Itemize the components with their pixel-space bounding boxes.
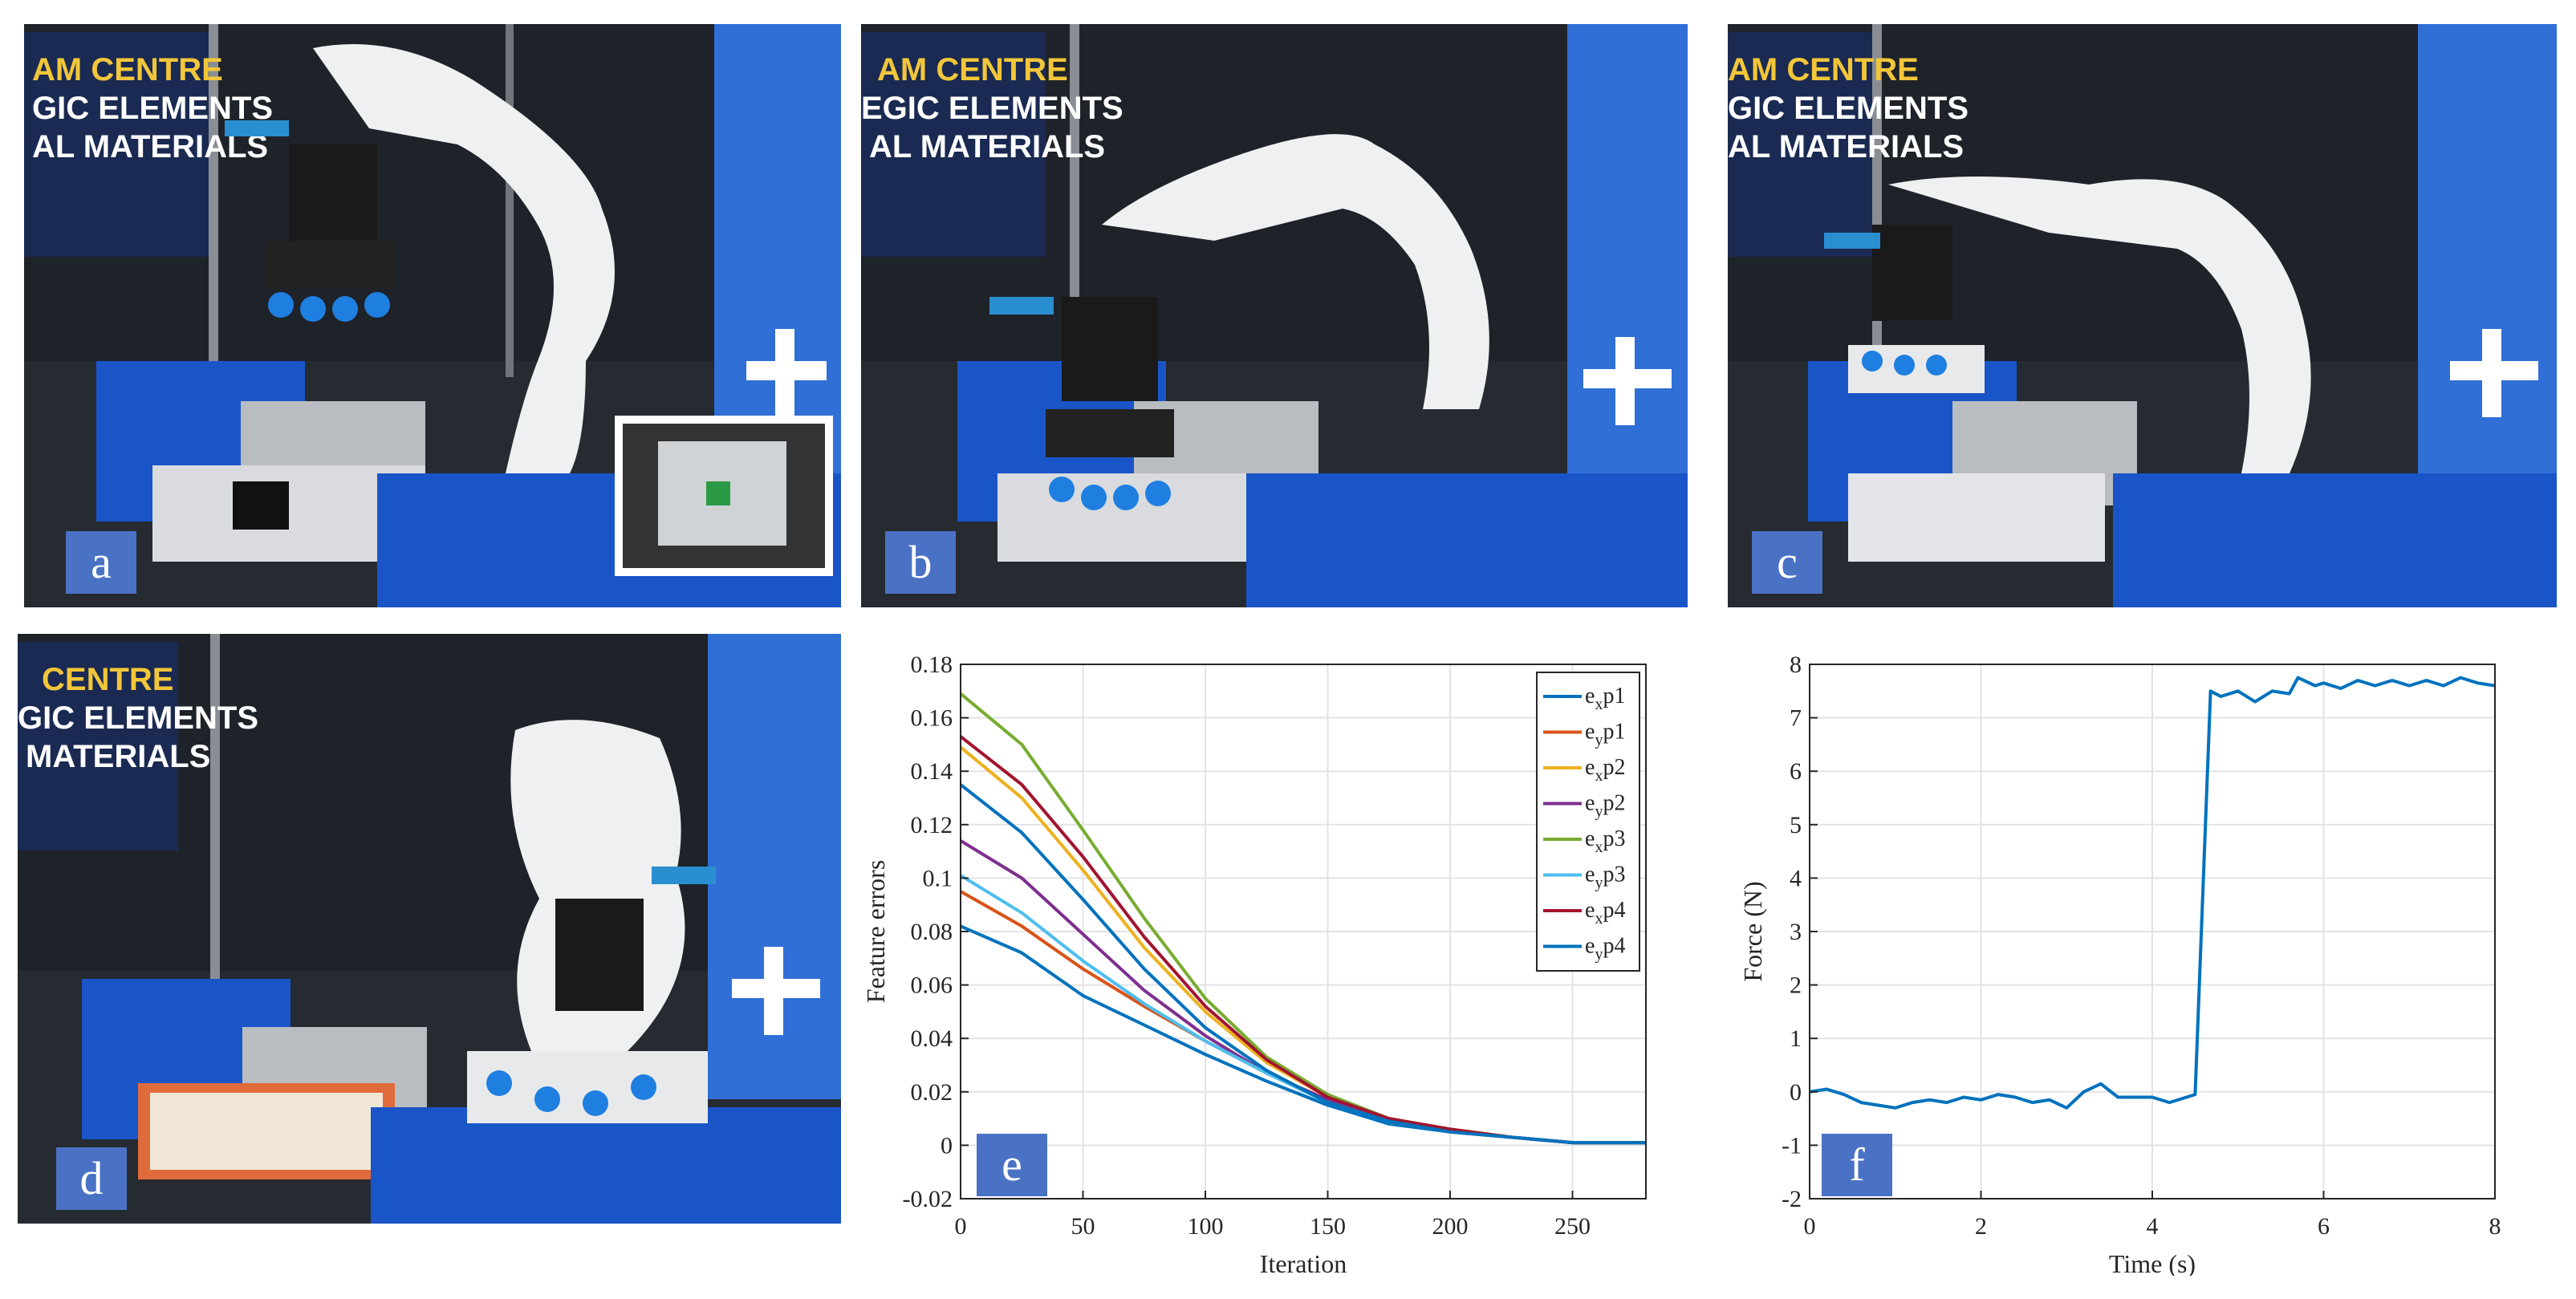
x-axis-label: Iteration <box>1260 1249 1347 1276</box>
robot-scene-photo: CENTRE GIC ELEMENTS MATERIALS <box>18 634 841 1224</box>
legend-label: exp2 <box>1585 755 1625 785</box>
panel-label-d: d <box>56 1147 127 1210</box>
y-tick-label: 0.16 <box>911 705 953 732</box>
feature-errors-chart: 0 50 100 150 200 250-0.0200.020.040.060.080.1… <box>861 652 1647 1276</box>
photo-panel-d: CENTRE GIC ELEMENTS MATERIALS d <box>18 634 841 1224</box>
y-tick-label: 2 <box>1790 972 1802 999</box>
legend-label: exp4 <box>1585 898 1625 928</box>
x-tick-label: 2 <box>1975 1213 1987 1240</box>
y-tick-label: 0.18 <box>911 652 953 678</box>
x-tick-label: 250 <box>1554 1213 1591 1240</box>
chart-panel-e: 0 50 100 150 200 250 -0.02 0 0.02 0.04 0.06 0.08 0.1… <box>861 634 1712 1276</box>
panel-label-a: a <box>66 531 136 594</box>
y-tick-label: 7 <box>1790 705 1802 732</box>
robot-scene-photo: AM CENTRE EGIC ELEMENTS AL MATERIALS <box>861 24 1688 607</box>
banner-line-2: GIC ELEMENTS <box>32 91 273 126</box>
y-tick-label: 8 <box>1790 652 1802 678</box>
robot-scene-photo: AM CENTRE GIC ELEMENTS AL MATERIALS <box>24 24 841 607</box>
banner-line-1: AM CENTRE <box>32 52 223 87</box>
x-tick-label: 0 <box>1804 1213 1816 1240</box>
y-axis-label: Feature errors <box>861 860 890 1004</box>
panel-label-c: c <box>1752 531 1822 594</box>
x-tick-label: 4 <box>2147 1213 2159 1240</box>
x-tick-label: 150 <box>1310 1213 1346 1240</box>
legend-label: eyp4 <box>1585 934 1625 964</box>
panel-label-f: f <box>1822 1134 1892 1196</box>
banner-line-2: EGIC ELEMENTS <box>861 91 1123 126</box>
y-tick-label: 0.14 <box>911 758 953 785</box>
y-axis-label: Force (N) <box>1738 881 1767 981</box>
y-tick-label: 0.08 <box>911 919 953 945</box>
y-tick-label: 0.02 <box>911 1079 953 1106</box>
legend-label: exp1 <box>1585 684 1625 713</box>
x-tick-label: 0 <box>955 1213 967 1240</box>
photo-panel-c: AM CENTRE GIC ELEMENTS AL MATERIALS c <box>1728 24 2557 607</box>
y-tick-label: -2 <box>1782 1186 1802 1212</box>
banner-line-2: GIC ELEMENTS <box>1728 91 1969 126</box>
y-tick-label: -1 <box>1782 1132 1802 1159</box>
legend-label: eyp2 <box>1585 791 1625 821</box>
banner-line-1: AM CENTRE <box>1728 52 1919 87</box>
y-tick-label: 1 <box>1790 1025 1802 1052</box>
x-tick-label: 50 <box>1071 1213 1095 1240</box>
banner-line-3: AL MATERIALS <box>1728 129 1964 164</box>
chart-panel-f: 0 2 4 6 8 -2 -1 0 1 2 3 4 5 6 7 8 Time (s) Force (N) f <box>1728 634 2576 1276</box>
x-tick-label: 6 <box>2318 1213 2330 1240</box>
y-tick-label: -0.02 <box>903 1186 953 1212</box>
y-tick-label: 6 <box>1790 758 1802 785</box>
series-line <box>1809 676 2496 1110</box>
banner-line-1: CENTRE <box>42 662 173 697</box>
x-tick-label: 100 <box>1188 1213 1224 1240</box>
photo-panel-a: AM CENTRE GIC ELEMENTS AL MATERIALS a <box>24 24 841 607</box>
y-tick-label: 3 <box>1790 919 1802 945</box>
force-chart: 0 2 4 6 8 -2 -1 0 1 2 3 4 5 6 7 8 Time (s) Force (N) <box>1738 652 2501 1276</box>
y-tick-label: 5 <box>1790 812 1802 838</box>
x-axis-label: Time (s) <box>2109 1249 2196 1276</box>
y-tick-label: 0 <box>941 1132 953 1159</box>
banner-line-1: AM CENTRE <box>877 52 1068 87</box>
panel-label-e: e <box>977 1134 1047 1196</box>
banner-line-3: MATERIALS <box>26 739 210 774</box>
y-tick-label: 0.1 <box>923 865 953 891</box>
panel-label-b: b <box>885 531 956 594</box>
banner-line-2: GIC ELEMENTS <box>18 700 258 736</box>
series-line <box>959 783 1646 1145</box>
y-tick-label: 4 <box>1790 865 1802 891</box>
x-tick-label: 8 <box>2489 1213 2501 1240</box>
robot-scene-photo: AM CENTRE GIC ELEMENTS AL MATERIALS <box>1728 24 2557 607</box>
legend-label: exp3 <box>1585 826 1625 856</box>
y-tick-label: 0 <box>1790 1079 1802 1106</box>
legend-box <box>1536 672 1640 972</box>
photo-panel-b: AM CENTRE EGIC ELEMENTS AL MATERIALS b <box>861 24 1688 607</box>
legend-label: eyp1 <box>1585 720 1625 749</box>
y-tick-label: 0.12 <box>911 812 953 838</box>
y-tick-label: 0.06 <box>911 972 953 999</box>
legend-label: eyp3 <box>1585 863 1625 892</box>
x-tick-label: 200 <box>1432 1213 1469 1240</box>
y-tick-label: 0.04 <box>911 1025 953 1052</box>
banner-line-3: AL MATERIALS <box>869 129 1105 164</box>
